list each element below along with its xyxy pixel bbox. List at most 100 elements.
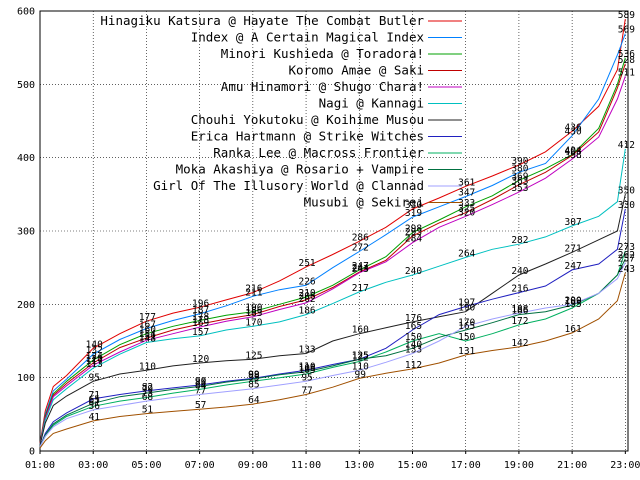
- series-line-4: [39, 76, 626, 446]
- x-tick-label: 09:00: [238, 460, 268, 471]
- data-label: 403: [565, 146, 582, 157]
- data-label: 61: [88, 397, 100, 408]
- data-label: 122: [352, 353, 369, 364]
- data-label: 148: [139, 333, 156, 344]
- data-label: 95: [301, 372, 312, 383]
- x-tick-label: 05:00: [131, 460, 161, 471]
- data-label: 154: [139, 329, 156, 340]
- legend-label: Ranka Lee @ Macross Frontier: [213, 145, 424, 160]
- series-line-1: [39, 33, 626, 446]
- y-tick-label: 0: [29, 447, 35, 458]
- legend-label: Moka Akashiya @ Rosario + Vampire: [176, 162, 424, 177]
- data-label: 369: [511, 171, 528, 182]
- data-label: 240: [405, 266, 422, 277]
- data-label: 284: [405, 234, 422, 245]
- data-label: 41: [88, 412, 100, 423]
- data-label: 120: [192, 354, 209, 365]
- data-label: 151: [139, 331, 156, 342]
- legend: Hinagiku Katsura @ Hayate The Combat But…: [100, 13, 462, 210]
- data-label: 398: [565, 150, 582, 161]
- data-label: 140: [86, 339, 103, 350]
- legend-label: Nagi @ Kannagi: [319, 96, 424, 111]
- data-labels: 1401771962162512863303613904365891321671…: [86, 10, 636, 423]
- y-tick-label: 300: [17, 227, 35, 238]
- data-label: 173: [192, 315, 209, 326]
- data-label: 243: [618, 264, 635, 275]
- y-tick-label: 200: [17, 300, 35, 311]
- data-label: 125: [245, 350, 262, 361]
- data-label: 187: [192, 305, 209, 316]
- data-label: 131: [458, 346, 475, 357]
- data-label: 186: [298, 306, 315, 317]
- data-label: 51: [142, 405, 154, 416]
- data-label: 77: [195, 386, 206, 397]
- data-label: 108: [298, 363, 315, 374]
- data-label: 190: [458, 303, 475, 314]
- data-label: 172: [511, 316, 528, 327]
- data-label: 589: [618, 10, 635, 21]
- legend-label: Amu Hinamori @ Shugo Chara!: [221, 79, 424, 94]
- x-tick-label: 19:00: [504, 460, 534, 471]
- data-label: 319: [405, 208, 422, 219]
- data-label: 133: [298, 344, 315, 355]
- data-label: 56: [88, 401, 100, 412]
- data-label: 157: [192, 327, 209, 338]
- data-label: 271: [565, 243, 582, 254]
- data-label: 82: [142, 382, 153, 393]
- series-line-7: [39, 208, 626, 447]
- data-label: 142: [511, 338, 528, 349]
- data-label: 330: [618, 200, 635, 211]
- data-label: 412: [618, 140, 635, 151]
- data-label: 196: [192, 298, 209, 309]
- data-label: 110: [298, 361, 315, 372]
- series-line-10: [39, 262, 626, 447]
- series-line-5: [39, 148, 626, 446]
- series-line-8: [39, 250, 626, 447]
- data-label: 183: [245, 308, 262, 319]
- series-line-0: [39, 19, 626, 444]
- data-label: 165: [458, 321, 475, 332]
- legend-label: Girl Of The Illusory World @ Clannad: [153, 178, 424, 193]
- data-label: 247: [565, 261, 582, 272]
- data-label: 251: [298, 258, 315, 269]
- data-label: 511: [618, 67, 635, 78]
- data-label: 95: [88, 372, 99, 383]
- x-tick-label: 13:00: [344, 460, 374, 471]
- data-label: 247: [352, 261, 369, 272]
- data-label: 330: [405, 200, 422, 211]
- data-label: 71: [88, 390, 100, 401]
- series-lines: [39, 19, 626, 449]
- plot-frame: [39, 10, 629, 452]
- data-label: 273: [618, 242, 635, 253]
- data-label: 363: [511, 176, 528, 187]
- data-label: 85: [248, 380, 259, 391]
- data-label: 272: [352, 243, 369, 254]
- data-label: 99: [355, 369, 367, 380]
- x-tick-label: 11:00: [291, 460, 321, 471]
- data-label: 307: [565, 217, 582, 228]
- x-tick-label: 17:00: [451, 460, 481, 471]
- data-label: 528: [618, 55, 635, 66]
- data-label: 257: [618, 254, 635, 265]
- data-label: 195: [565, 299, 582, 310]
- data-label: 64: [248, 395, 260, 406]
- legend-label: Hinagiku Katsura @ Hayate The Combat But…: [100, 13, 424, 28]
- y-tick-label: 400: [17, 153, 35, 164]
- data-label: 165: [405, 321, 422, 332]
- data-label: 390: [511, 156, 528, 167]
- series-line-9: [39, 258, 626, 447]
- series-line-3: [39, 63, 626, 446]
- legend-label: Erica Hartmann @ Strike Witches: [191, 129, 424, 144]
- series-line-11: [39, 272, 626, 449]
- legend-label: Musubi @ Sekirei: [304, 195, 424, 210]
- data-label: 133: [405, 344, 422, 355]
- data-label: 77: [301, 386, 312, 397]
- axes: 0 100 200 300 400 500 600 01:00 03:00 05:00 07:00 0…: [17, 7, 640, 472]
- data-label: 350: [618, 185, 635, 196]
- data-label: 125: [352, 350, 369, 361]
- data-label: 353: [511, 183, 528, 194]
- data-label: 188: [511, 304, 528, 315]
- x-tick-label: 01:00: [25, 460, 55, 471]
- data-label: 243: [352, 264, 369, 275]
